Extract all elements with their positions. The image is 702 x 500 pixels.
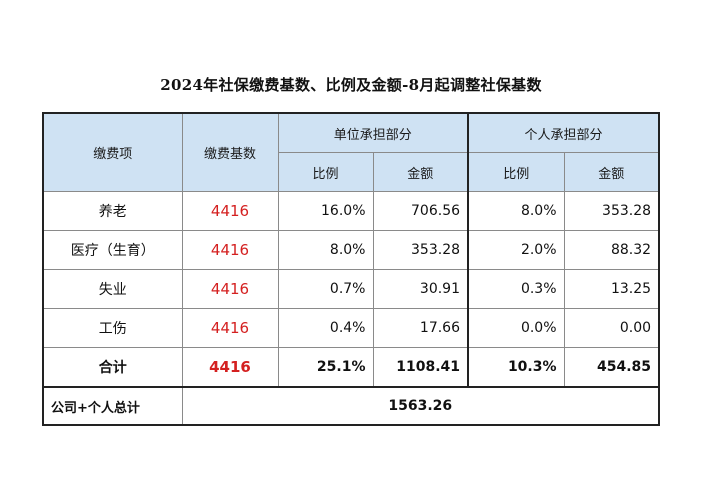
header-item: 缴费项 (42, 112, 183, 192)
row-company-ratio: 0.7% (277, 269, 374, 309)
total-row: 合计 4416 25.1% 1108.41 10.3% 454.85 (42, 347, 660, 388)
header-personal-amount: 金额 (563, 152, 660, 192)
row-personal-amount: 13.25 (563, 269, 660, 309)
row-company-ratio: 0.4% (277, 308, 374, 348)
row-base: 4416 (181, 191, 279, 231)
table-row: 工伤 4416 0.4% 17.66 0.0% 0.00 (42, 308, 660, 348)
header-row-top: 缴费项 缴费基数 单位承担部分 个人承担部分 (42, 112, 660, 192)
row-company-amount: 17.66 (372, 308, 469, 348)
social-insurance-table: 缴费项 缴费基数 单位承担部分 个人承担部分 比例 金额 比例 金额 养老 44… (42, 112, 661, 426)
header-personal-group: 个人承担部分 (467, 112, 660, 153)
header-base: 缴费基数 (181, 112, 279, 192)
row-personal-ratio: 2.0% (467, 230, 565, 270)
table-row: 医疗（生育） 4416 8.0% 353.28 2.0% 88.32 (42, 230, 660, 270)
row-base: 4416 (181, 308, 279, 348)
header-company-amount: 金额 (372, 152, 469, 192)
header-company-ratio: 比例 (277, 152, 374, 192)
row-base: 4416 (181, 269, 279, 309)
grand-total-label: 公司+个人总计 (42, 386, 183, 426)
row-item-name: 失业 (42, 269, 183, 309)
table-row: 失业 4416 0.7% 30.91 0.3% 13.25 (42, 269, 660, 309)
row-company-amount: 706.56 (372, 191, 469, 231)
grand-total-row: 公司+个人总计 1563.26 (42, 386, 660, 426)
row-item-name: 工伤 (42, 308, 183, 348)
total-company-amount: 1108.41 (372, 347, 469, 388)
row-personal-amount: 0.00 (563, 308, 660, 348)
total-label: 合计 (42, 347, 183, 388)
row-personal-amount: 88.32 (563, 230, 660, 270)
row-company-amount: 30.91 (372, 269, 469, 309)
row-personal-ratio: 8.0% (467, 191, 565, 231)
row-company-amount: 353.28 (372, 230, 469, 270)
row-personal-ratio: 0.3% (467, 269, 565, 309)
total-personal-amount: 454.85 (563, 347, 660, 388)
total-base: 4416 (181, 347, 279, 388)
row-personal-amount: 353.28 (563, 191, 660, 231)
grand-total-value: 1563.26 (181, 386, 660, 426)
total-company-ratio: 25.1% (277, 347, 374, 388)
row-company-ratio: 16.0% (277, 191, 374, 231)
header-row-sub: 比例 金额 比例 金额 (43, 152, 660, 192)
row-company-ratio: 8.0% (277, 230, 374, 270)
total-personal-ratio: 10.3% (467, 347, 565, 388)
header-company-group: 单位承担部分 (277, 112, 469, 153)
row-item-name: 医疗（生育） (42, 230, 183, 270)
page-title: 2024年社保缴费基数、比例及金额-8月起调整社保基数 (160, 76, 542, 94)
row-item-name: 养老 (42, 191, 183, 231)
header-personal-ratio: 比例 (467, 152, 565, 192)
table-row: 养老 4416 16.0% 706.56 8.0% 353.28 (42, 191, 660, 231)
row-base: 4416 (181, 230, 279, 270)
row-personal-ratio: 0.0% (467, 308, 565, 348)
